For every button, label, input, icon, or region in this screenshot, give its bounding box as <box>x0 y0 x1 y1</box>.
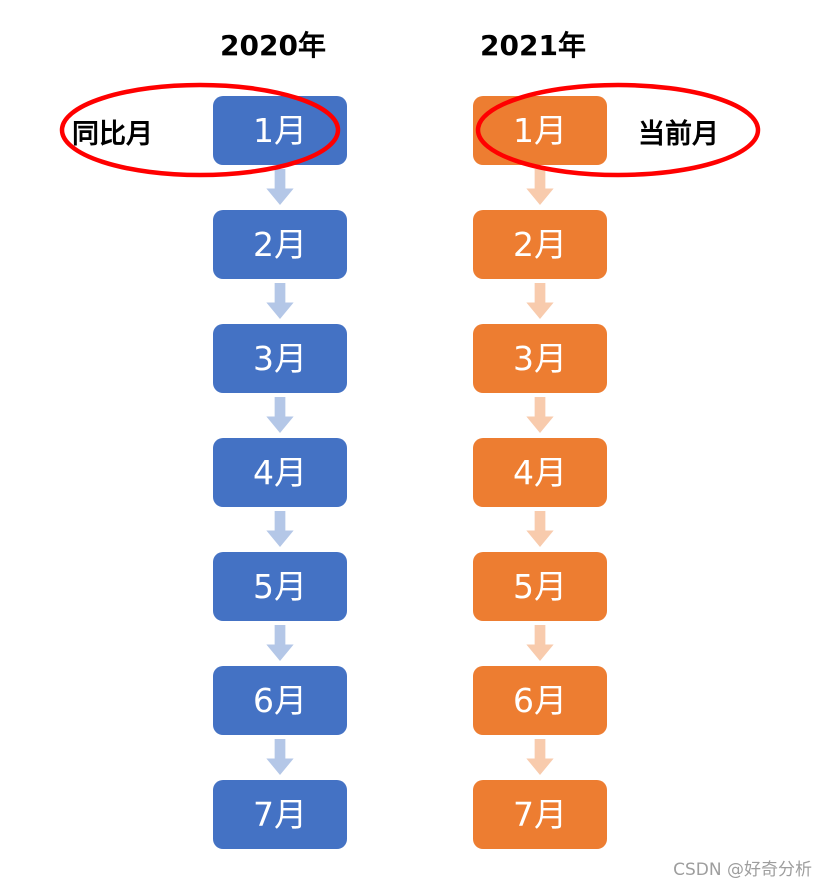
down-arrow-icon <box>526 397 554 434</box>
down-arrow-icon <box>526 511 554 548</box>
label-current-month: 当前月 <box>638 119 719 150</box>
down-arrow-icon <box>526 283 554 320</box>
down-arrow-icon <box>266 625 294 662</box>
column-2021: 1月 2月 3月 4月 5月 6月 7月 <box>473 96 607 849</box>
month-box-2020-m1: 1月 <box>213 96 347 165</box>
month-box-2020-m7: 7月 <box>213 780 347 849</box>
month-box-2021-m2: 2月 <box>473 210 607 279</box>
down-arrow-icon <box>266 511 294 548</box>
month-box-2020-m4: 4月 <box>213 438 347 507</box>
month-box-2021-m6: 6月 <box>473 666 607 735</box>
month-box-2020-m2: 2月 <box>213 210 347 279</box>
down-arrow-icon <box>266 283 294 320</box>
down-arrow-icon <box>526 625 554 662</box>
year-header-2020: 2020年 <box>220 29 326 62</box>
month-box-2021-m5: 5月 <box>473 552 607 621</box>
label-comparison-month: 同比月 <box>72 119 153 150</box>
down-arrow-icon <box>266 739 294 776</box>
down-arrow-icon <box>266 397 294 434</box>
month-box-2021-m3: 3月 <box>473 324 607 393</box>
month-box-2020-m3: 3月 <box>213 324 347 393</box>
month-box-2020-m5: 5月 <box>213 552 347 621</box>
month-box-2021-m1: 1月 <box>473 96 607 165</box>
month-box-2021-m4: 4月 <box>473 438 607 507</box>
down-arrow-icon <box>526 739 554 776</box>
month-box-2021-m7: 7月 <box>473 780 607 849</box>
down-arrow-icon <box>266 169 294 206</box>
down-arrow-icon <box>526 169 554 206</box>
year-header-2021: 2021年 <box>480 29 586 62</box>
month-box-2020-m6: 6月 <box>213 666 347 735</box>
column-2020: 1月 2月 3月 4月 5月 6月 7月 <box>213 96 347 849</box>
watermark: CSDN @好奇分析 <box>673 860 812 880</box>
